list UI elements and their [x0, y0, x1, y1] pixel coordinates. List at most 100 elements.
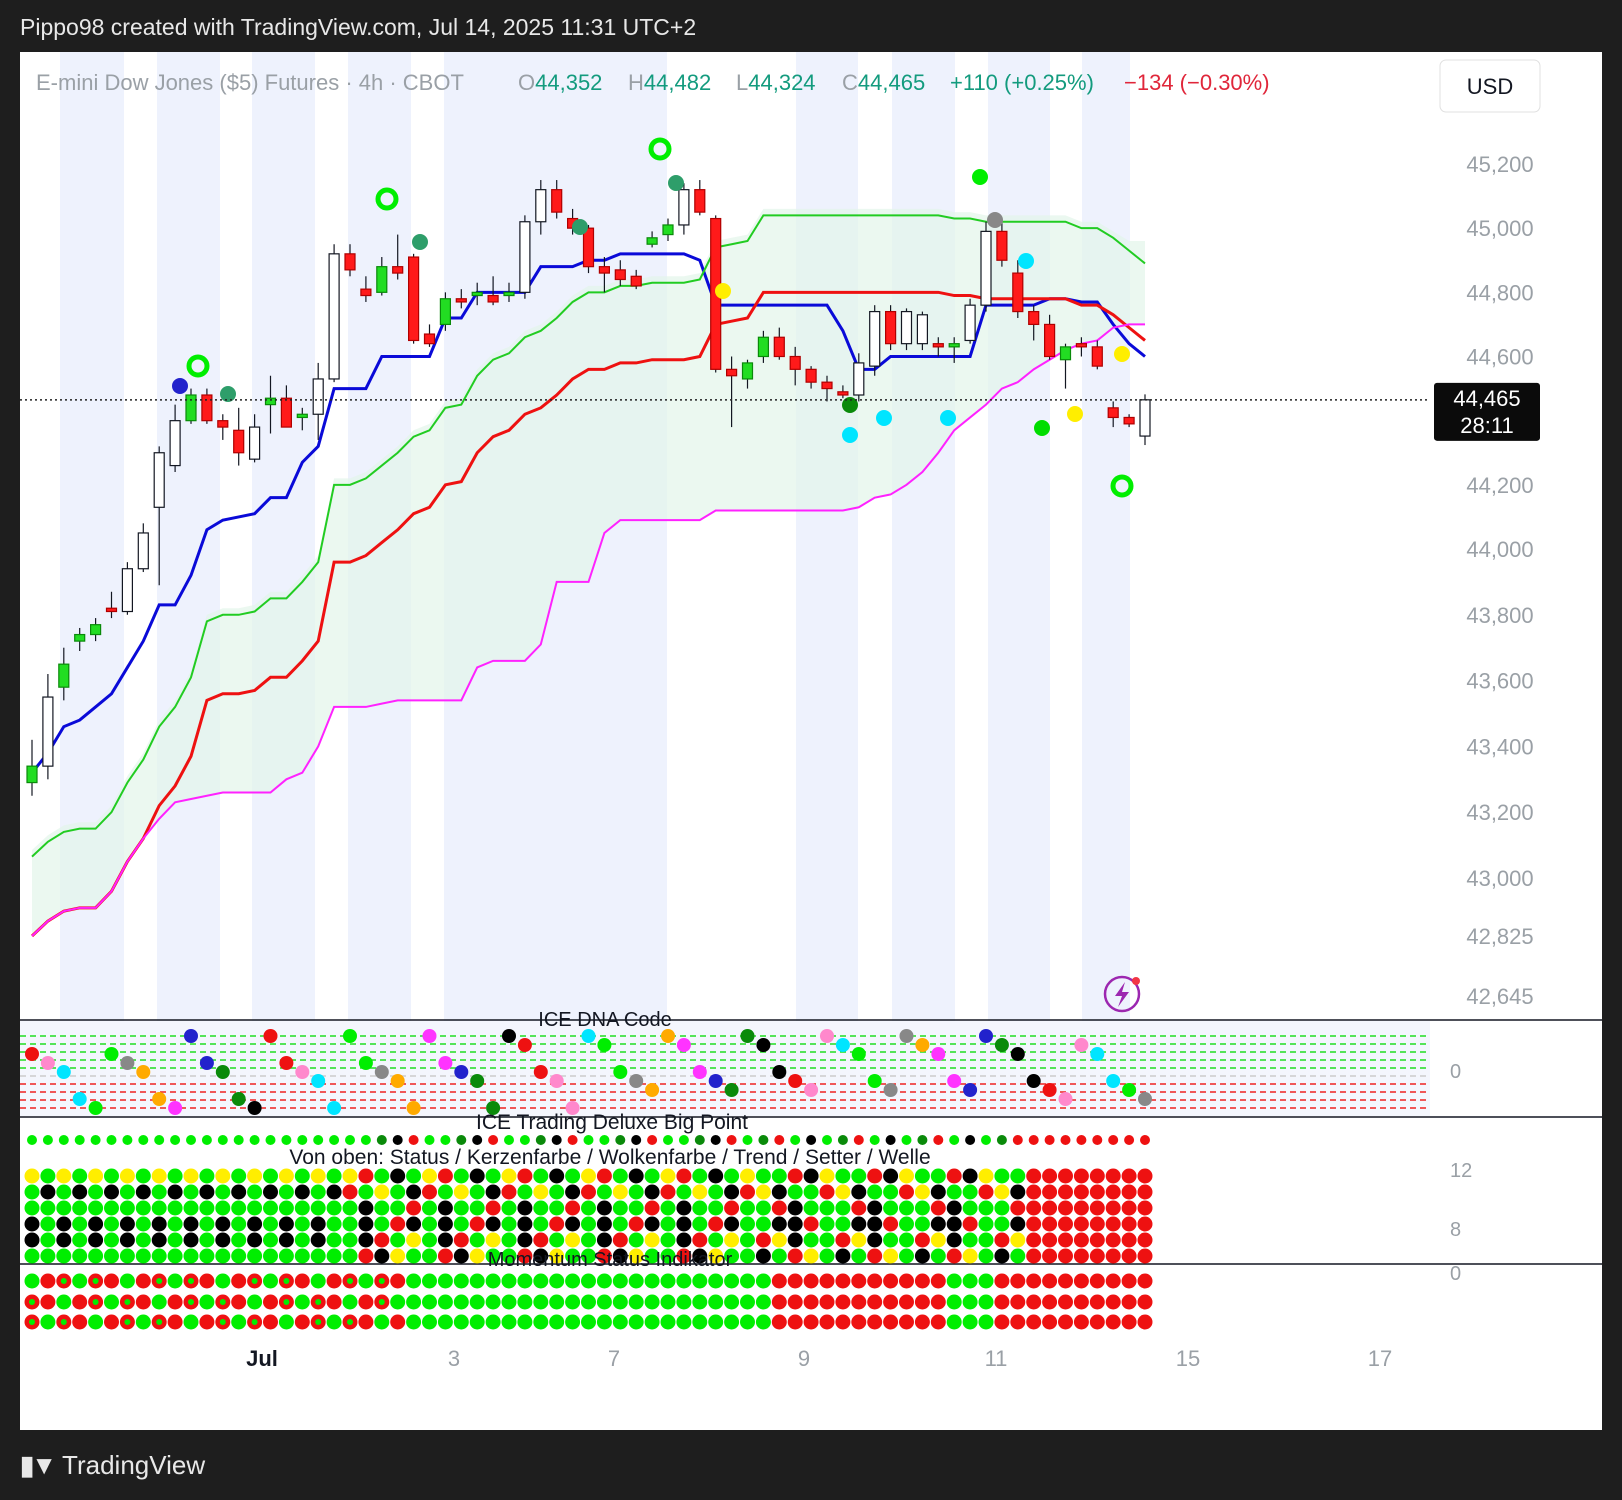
dna-dot [1106, 1074, 1121, 1088]
bigpoint-dot [233, 1135, 244, 1145]
change2-value: −134 (−0.30%) [1124, 70, 1270, 95]
bigpoint-dot [565, 1168, 581, 1184]
bigpoint-dot [437, 1184, 453, 1200]
bigpoint-dot [183, 1168, 199, 1184]
momentum-dot [1042, 1294, 1058, 1310]
dna-dot [645, 1083, 660, 1097]
momentum-dot [1073, 1273, 1089, 1289]
bigpoint-dot [135, 1248, 151, 1264]
open-label: O [518, 70, 535, 95]
momentum-dot [819, 1273, 835, 1289]
bigpoint-dot [40, 1216, 56, 1232]
bigpoint-dot [72, 1168, 88, 1184]
bigpoint-dot [724, 1216, 740, 1232]
bigpoint-dot [135, 1200, 151, 1216]
bigpoint-dot [994, 1248, 1010, 1264]
bigpoint-dot [1073, 1232, 1089, 1248]
momentum-inner-dot [60, 1278, 67, 1284]
momentum-inner-dot [347, 1278, 353, 1284]
bigpoint-dot [517, 1200, 533, 1216]
momentum-dot [1105, 1294, 1121, 1310]
bigpoint-dot [1028, 1135, 1039, 1145]
bigpoint-dot [755, 1248, 771, 1264]
dna-dot [502, 1029, 516, 1043]
chart-svg[interactable]: E-mini Dow Jones ($5) Futures · 4h · CBO… [20, 52, 1602, 1430]
bigpoint-dot [199, 1200, 215, 1216]
bigpoint-dot [56, 1184, 72, 1200]
bigpoint-dot [867, 1232, 883, 1248]
bigpoint-dot [787, 1248, 803, 1264]
bigpoint-dot [485, 1184, 501, 1200]
tradingview-logo[interactable]: ▮▼ TradingView [20, 1450, 205, 1481]
candle-body [694, 189, 706, 213]
bigpoint-dot [1073, 1200, 1089, 1216]
bigpoint-dot [345, 1135, 355, 1145]
bigpoint-dot [551, 1135, 562, 1145]
bigpoint-dot [612, 1184, 628, 1200]
momentum-dot [469, 1294, 485, 1310]
momentum-inner-dot [156, 1278, 163, 1284]
bigpoint-dot [1105, 1184, 1121, 1200]
momentum-dot [596, 1314, 612, 1330]
dna-dot [120, 1056, 135, 1070]
momentum-inner-dot [29, 1278, 35, 1284]
bigpoint-dot [247, 1168, 263, 1184]
candle-body [455, 298, 467, 303]
bigpoint-dot [135, 1216, 151, 1232]
bigpoint-dot [167, 1184, 183, 1200]
bigpoint-dot [310, 1248, 326, 1264]
bigpoint-dot [456, 1135, 467, 1145]
bigpoint-dot [24, 1200, 40, 1216]
dna-dot [104, 1047, 119, 1061]
chart-frame[interactable]: E-mini Dow Jones ($5) Futures · 4h · CBO… [20, 52, 1602, 1430]
signal-dot [1067, 406, 1083, 422]
lightning-icon[interactable] [1103, 975, 1141, 1013]
currency-button[interactable]: USD [1439, 59, 1541, 113]
bigpoint-dot [803, 1216, 819, 1232]
momentum-dot [1073, 1294, 1089, 1310]
bigpoint-dot [263, 1248, 278, 1264]
candle-body [869, 310, 881, 367]
momentum-dot [787, 1314, 803, 1330]
bigpoint-dot [710, 1135, 721, 1145]
bigpoint-dot [803, 1200, 819, 1216]
momentum-dot [1137, 1294, 1153, 1310]
bigpoint-dot [104, 1232, 119, 1248]
bigpoint-dot [676, 1248, 692, 1264]
bigpoint-dot [676, 1232, 692, 1248]
price-tick-label: 42,645 [1466, 984, 1533, 1009]
bigpoint-dot [104, 1184, 119, 1200]
dna-dot [358, 1056, 373, 1070]
bigpoint-dot [326, 1168, 342, 1184]
bigpoint-dot [392, 1135, 403, 1145]
candle-body [646, 237, 658, 245]
bigpoint-dot [1060, 1135, 1071, 1145]
bigpoint-dot [644, 1248, 660, 1264]
candle-body [1091, 346, 1103, 367]
bigpoint-dot [565, 1200, 581, 1216]
dna-dot [883, 1083, 898, 1097]
bigpoint-dot [1026, 1216, 1042, 1232]
bigpoint-dot [342, 1232, 358, 1248]
bigpoint-dot [596, 1248, 612, 1264]
bigpoint-dot [1042, 1216, 1058, 1232]
dna-dot [374, 1065, 389, 1079]
momentum-dot [994, 1294, 1010, 1310]
candle-body [471, 291, 483, 297]
momentum-inner-dot [188, 1278, 194, 1284]
momentum-dot [231, 1294, 247, 1310]
price-tick-label: 44,000 [1466, 537, 1533, 562]
bigpoint-dot [360, 1135, 371, 1145]
indicator-line-red_line [30, 290, 1146, 938]
bigpoint-dot [472, 1135, 483, 1145]
candle-body [105, 607, 118, 613]
bigpoint-dot [40, 1232, 56, 1248]
candle-body [821, 381, 833, 390]
bigpoint-dot [329, 1135, 340, 1145]
bigpoint-dot [294, 1232, 310, 1248]
bigpoint-dot [1105, 1168, 1121, 1184]
candle-body [948, 343, 960, 348]
bigpoint-dot [962, 1248, 978, 1264]
bigpoint-axis-12: 12 [1450, 1160, 1472, 1182]
bigpoint-dot [501, 1184, 517, 1200]
